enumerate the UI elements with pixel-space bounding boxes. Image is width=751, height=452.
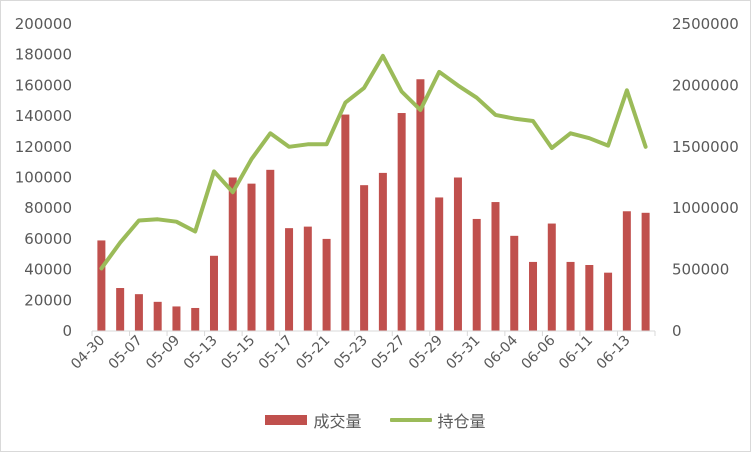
x-tick-label: 06-04 xyxy=(481,332,521,372)
y-left-tick-label: 40000 xyxy=(24,261,72,279)
volume-bar xyxy=(303,226,312,331)
legend-label-volume: 成交量 xyxy=(313,412,362,431)
x-tick-label: 05-27 xyxy=(368,333,408,373)
volume-bar xyxy=(153,301,162,331)
x-tick-label: 05-07 xyxy=(106,333,146,373)
volume-bar xyxy=(285,228,294,331)
y-right-tick-label: 500000 xyxy=(672,261,729,279)
y-left-tick-label: 200000 xyxy=(15,15,72,33)
legend: 成交量 持仓量 xyxy=(1,407,750,433)
y-left-tick-label: 120000 xyxy=(15,138,72,156)
volume-bar xyxy=(604,272,613,331)
volume-bar xyxy=(134,294,143,331)
y-right-tick-label: 2000000 xyxy=(672,76,739,94)
volume-bar xyxy=(472,218,481,331)
x-tick-label: 04-30 xyxy=(68,333,108,373)
y-left-tick-label: 20000 xyxy=(24,291,72,309)
x-tick-label: 05-31 xyxy=(443,333,483,373)
open-interest-line xyxy=(99,53,648,271)
x-tick-label: 05-23 xyxy=(331,333,371,373)
y-right-tick-label: 1500000 xyxy=(672,138,739,156)
x-tick-label: 06-06 xyxy=(519,332,559,372)
legend-item-open-interest: 持仓量 xyxy=(389,408,486,432)
volume-bar xyxy=(510,235,519,331)
volume-bar xyxy=(529,261,538,331)
volume-bar xyxy=(566,261,575,331)
volume-bar xyxy=(322,238,331,331)
volume-bar xyxy=(172,306,181,331)
combo-chart: 0 20000 40000 60000 80000 100000 120000 140000 1… xyxy=(15,15,739,373)
x-tick-label: 05-15 xyxy=(218,333,258,373)
legend-swatch-volume xyxy=(265,415,308,425)
volume-bar xyxy=(491,202,500,331)
y-left-tick-label: 180000 xyxy=(15,46,72,64)
volume-bar xyxy=(378,172,387,331)
volume-bar xyxy=(622,211,631,331)
volume-bar xyxy=(641,212,650,331)
volume-bar xyxy=(247,183,256,331)
volume-bar xyxy=(585,264,594,331)
volume-bar xyxy=(360,185,369,331)
x-tick-label: 05-13 xyxy=(181,333,221,373)
x-tick-label: 05-21 xyxy=(293,333,333,373)
y-right-tick-label: 1000000 xyxy=(672,199,739,217)
legend-item-volume: 成交量 xyxy=(265,408,362,432)
x-tick-label: 05-29 xyxy=(406,333,446,373)
y-left-tick-label: 80000 xyxy=(24,199,72,217)
y-left-tick-label: 100000 xyxy=(15,169,72,187)
volume-bar xyxy=(228,177,237,331)
y-right-tick-label: 0 xyxy=(672,322,682,340)
y-left-tick-label: 140000 xyxy=(15,107,72,125)
y-left-tick-label: 60000 xyxy=(24,230,72,248)
volume-bar xyxy=(547,223,556,331)
y-right-tick-label: 2500000 xyxy=(672,15,739,33)
legend-swatch-open-interest xyxy=(389,418,432,422)
volume-bar xyxy=(97,240,106,331)
volume-bar xyxy=(397,113,406,331)
volume-bar xyxy=(435,197,444,331)
volume-bar xyxy=(266,169,275,331)
volume-bar xyxy=(116,288,125,331)
volume-bar xyxy=(191,307,200,331)
volume-bar xyxy=(416,79,425,331)
x-tick-label: 05-09 xyxy=(143,333,183,373)
volume-bar xyxy=(341,114,350,331)
volume-bar xyxy=(453,177,462,331)
x-tick-label: 05-17 xyxy=(256,333,296,373)
x-tick-label: 06-11 xyxy=(556,333,596,373)
y-left-tick-label: 160000 xyxy=(15,76,72,94)
legend-label-open-interest: 持仓量 xyxy=(437,412,486,431)
y-left-tick-label: 0 xyxy=(62,322,72,340)
x-tick-label: 06-13 xyxy=(594,333,634,373)
volume-bar xyxy=(209,255,218,331)
